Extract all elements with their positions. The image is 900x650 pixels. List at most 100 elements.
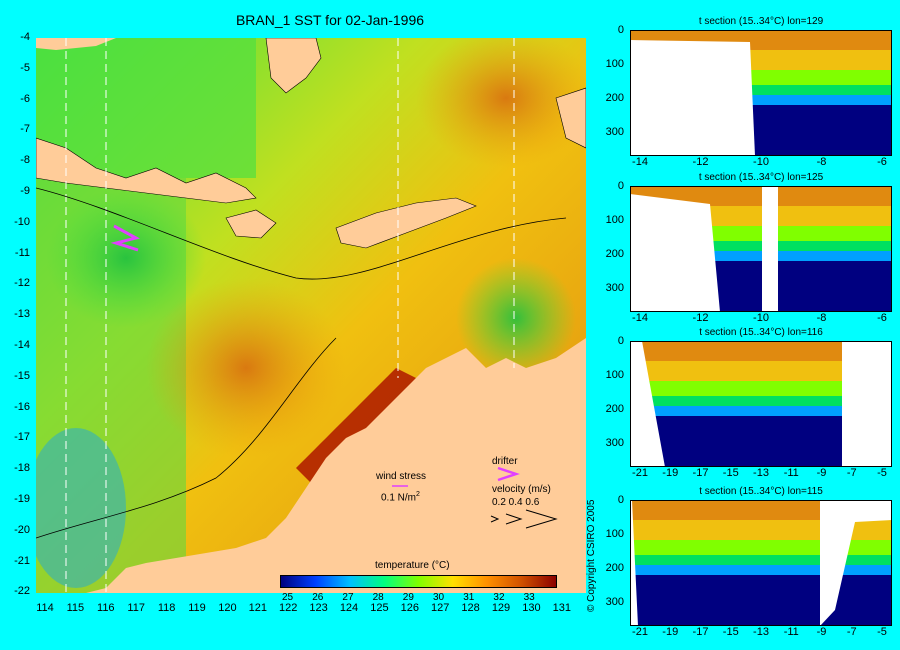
section-x-tick: -5: [877, 626, 887, 638]
y-tick-label: -15: [14, 369, 30, 382]
x-tick-label: 126: [400, 602, 419, 614]
section-y-tick: 0: [617, 335, 624, 347]
section-x-tick: -11: [783, 626, 799, 638]
y-tick-label: -21: [14, 554, 30, 567]
section-title: t section (15..34°C) lon=116: [699, 327, 823, 338]
section-y-tick: 100: [605, 58, 624, 70]
section-x-tick: -8: [816, 312, 827, 324]
colorbar-tick: 28: [372, 592, 384, 603]
section-x-tick: -9: [816, 467, 827, 479]
sst-map: [36, 38, 586, 593]
section-y-tick: 200: [605, 403, 624, 415]
section-title: t section (15..34°C) lon=129: [698, 16, 824, 27]
drifter-label: drifter: [492, 456, 518, 467]
x-tick-label: 119: [188, 602, 206, 614]
wind-stress-label: wind stress: [376, 471, 427, 482]
section-x-tick: -21: [632, 467, 648, 479]
colorbar-tick: 32: [493, 592, 505, 603]
x-tick-label: 124: [339, 602, 359, 614]
y-tick-label: -22: [14, 585, 30, 598]
drifter-legend-icon: [497, 466, 520, 482]
section-y-tick: 200: [605, 248, 624, 260]
section-x-tick: -15: [722, 626, 739, 638]
x-tick-label: 116: [97, 602, 115, 614]
x-tick-label: 130: [522, 602, 541, 614]
drifter-track: [110, 224, 141, 252]
section-x-tick: -17: [692, 467, 709, 479]
velocity-scale-arrows: [490, 509, 558, 529]
y-tick-label: -12: [14, 277, 30, 290]
section-x-tick: -19: [662, 626, 679, 638]
section-plot: [630, 186, 892, 312]
section-plot: [630, 341, 892, 467]
colorbar-tick: 30: [433, 592, 445, 603]
map-title: BRAN_1 SST for 02-Jan-1996: [235, 12, 425, 28]
colorbar-tick: 25: [282, 592, 294, 603]
y-tick-label: -10: [14, 215, 30, 228]
x-tick-label: 122: [279, 602, 298, 614]
x-tick-label: 117: [127, 602, 145, 614]
section-y-tick: 200: [605, 92, 624, 104]
colorbar-tick: 27: [342, 592, 354, 603]
velocity-scale: 0.2 0.4 0.6: [492, 497, 540, 508]
y-tick-label: -18: [14, 462, 30, 475]
copyright: © Copyright CSIRO 2005: [586, 499, 597, 612]
section-x-tick: -6: [877, 312, 887, 324]
section-field: [630, 30, 892, 156]
section-y-tick: 100: [605, 369, 624, 381]
section-y-tick: 100: [605, 528, 624, 540]
x-tick-label: 121: [248, 602, 267, 614]
x-tick-label: 120: [218, 602, 237, 614]
section-field: [630, 186, 892, 312]
x-tick-label: 114: [36, 602, 54, 614]
x-tick-label: 125: [370, 602, 389, 614]
section-field: [630, 500, 892, 626]
wind-stress-value: 0.1 N/m2: [381, 491, 420, 504]
section-x-tick: -7: [846, 467, 857, 479]
section-x-tick: -7: [846, 626, 857, 638]
section-x-tick: -5: [877, 467, 887, 479]
y-tick-label: -7: [20, 123, 30, 136]
section-x-tick: -6: [877, 156, 887, 168]
section-x-tick: -11: [783, 467, 799, 479]
section-panel: t section (15..34°C) lon=116 0 100 200 300 -2…: [606, 327, 892, 479]
section-x-tick: -10: [753, 312, 769, 324]
section-x-tick: -19: [662, 467, 679, 479]
x-tick-label: 129: [491, 602, 511, 614]
colorbar-title: temperature (°C): [375, 560, 450, 571]
colorbar-tick: 29: [402, 592, 414, 603]
y-tick-label: -17: [14, 431, 30, 444]
y-tick-label: -19: [14, 493, 30, 505]
section-plot: [630, 30, 892, 156]
y-tick-label: -8: [20, 154, 30, 167]
y-tick-label: -16: [14, 400, 30, 413]
x-tick-label: 128: [461, 602, 480, 614]
section-field: [630, 341, 892, 467]
x-tick-label: 123: [309, 602, 328, 614]
x-tick-label: 131: [552, 602, 571, 614]
section-y-tick: 0: [617, 24, 624, 36]
section-x-tick: -13: [753, 626, 769, 638]
velocity-label: velocity (m/s): [492, 484, 551, 495]
x-tick-label: 118: [157, 602, 176, 614]
section-x-tick: -9: [816, 626, 827, 638]
y-tick-label: -13: [14, 308, 30, 321]
colorbar-tick: 26: [312, 592, 324, 603]
section-x-tick: -8: [816, 156, 827, 168]
x-tick-label: 127: [431, 602, 450, 614]
section-title: t section (15..34°C) lon=125: [698, 172, 824, 183]
sst-field: [36, 38, 586, 593]
section-title: t section (15..34°C) lon=115: [699, 486, 823, 497]
section-y-tick: 0: [617, 180, 624, 192]
section-x-tick: -17: [692, 626, 709, 638]
section-x-tick: -12: [692, 156, 709, 168]
y-tick-label: -14: [14, 339, 30, 351]
section-x-tick: -12: [692, 312, 709, 324]
section-y-tick: 300: [605, 596, 624, 608]
section-y-tick: 300: [605, 282, 624, 294]
section-x-tick: -14: [632, 156, 648, 168]
section-y-tick: 0: [617, 494, 624, 506]
section-y-tick: 200: [605, 562, 624, 574]
y-tick-label: -20: [14, 523, 30, 536]
section-x-tick: -21: [632, 626, 648, 638]
